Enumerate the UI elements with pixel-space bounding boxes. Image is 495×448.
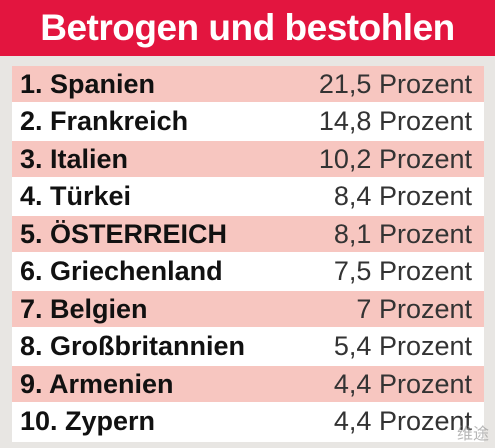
chart-title: Betrogen und bestohlen: [40, 7, 455, 48]
table-row: 1. Spanien 21,5 Prozent: [12, 66, 484, 102]
percent-value: 4,4 Prozent: [333, 368, 472, 399]
percent-value: 14,8 Prozent: [318, 106, 472, 136]
table-row: 4. Türkei 8,4 Prozent: [12, 179, 484, 215]
country-label: 4. Türkei: [20, 181, 132, 211]
percent-value: 7,5 Prozent: [333, 256, 472, 286]
watermark-text: 维途: [456, 426, 489, 443]
country-label: 9. Armenien: [20, 368, 174, 399]
table-row: 6. Griechenland 7,5 Prozent: [12, 254, 484, 290]
table-row: 10. Zypern 4,4 Prozent: [12, 404, 484, 440]
percent-value: 7 Prozent: [356, 293, 472, 324]
ranking-table: 1. Spanien 21,5 Prozent 2. Frankreich 14,8 …: [12, 66, 484, 442]
percent-value: 8,1 Prozent: [333, 218, 472, 249]
country-label: 1. Spanien: [20, 68, 156, 99]
country-label: 3. Italien: [20, 143, 129, 174]
percent-value: 8,4 Prozent: [333, 181, 472, 211]
table-row: 9. Armenien 4,4 Prozent: [12, 366, 484, 402]
table-row: 8. Großbritannien 5,4 Prozent: [12, 329, 484, 365]
percent-value: 21,5 Prozent: [318, 68, 472, 99]
table-row: 3. Italien 10,2 Prozent: [12, 141, 484, 177]
table-row: 7. Belgien 7 Prozent: [12, 291, 484, 327]
percent-value: 10,2 Prozent: [318, 143, 472, 174]
title-banner: Betrogen und bestohlen: [0, 0, 495, 56]
percent-value: 5,4 Prozent: [333, 331, 472, 361]
country-label: 8. Großbritannien: [20, 331, 246, 361]
table-row: 5. ÖSTERREICH 8,1 Prozent: [12, 216, 484, 252]
country-label: 7. Belgien: [20, 293, 148, 324]
country-label: 10. Zypern: [20, 406, 156, 436]
percent-value: 4,4 Prozent: [333, 406, 472, 436]
country-label: 2. Frankreich: [20, 106, 189, 136]
country-label: 5. ÖSTERREICH: [20, 218, 228, 249]
table-row: 2. Frankreich 14,8 Prozent: [12, 104, 484, 140]
country-label: 6. Griechenland: [20, 256, 223, 286]
